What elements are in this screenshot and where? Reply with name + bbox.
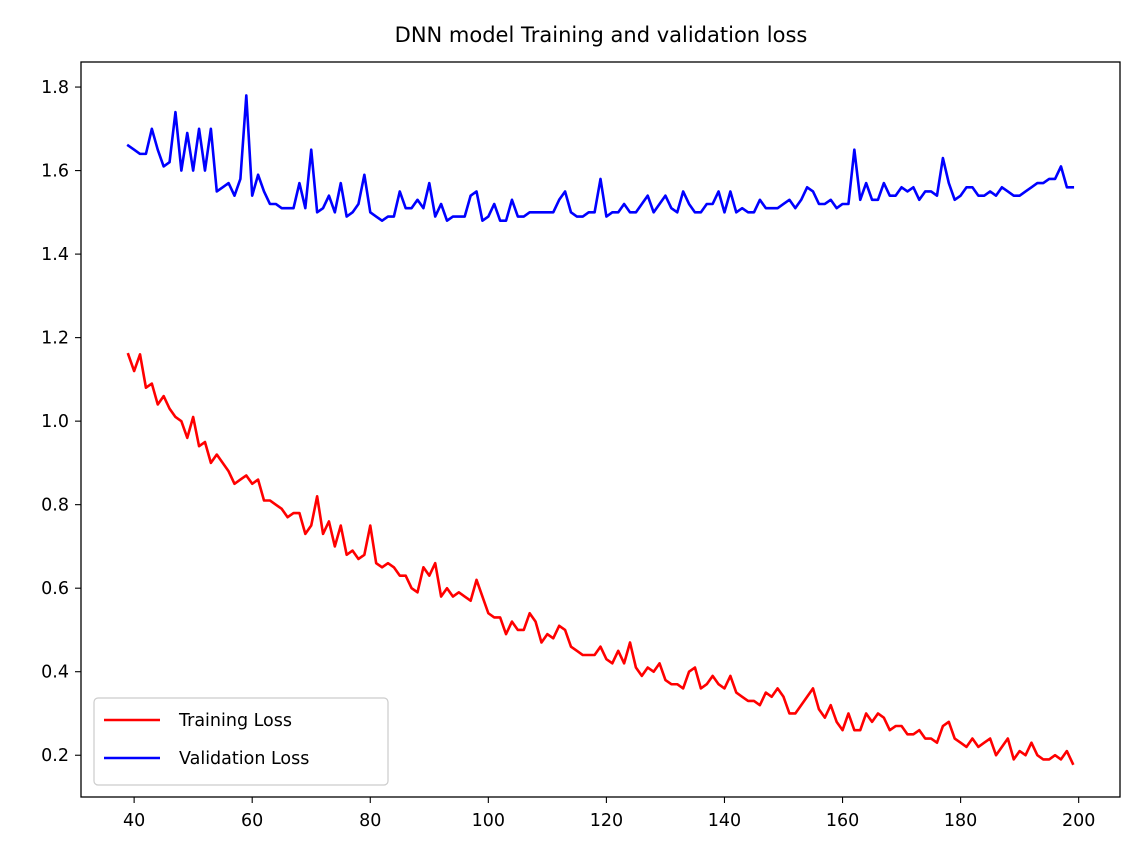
y-tick-label: 1.2 <box>41 329 69 349</box>
plot-frame <box>80 61 1121 798</box>
x-tick-label: 200 <box>1062 811 1095 831</box>
y-tick-label: 0.8 <box>41 496 69 516</box>
x-tick-label: 40 <box>123 811 145 831</box>
legend-label: Training Loss <box>178 711 292 731</box>
y-tick-label: 1.4 <box>41 245 69 265</box>
x-tick-label: 160 <box>826 811 859 831</box>
x-tick-label: 140 <box>708 811 741 831</box>
series-line-training-loss <box>126 352 1075 766</box>
x-tick-label: 100 <box>472 811 505 831</box>
x-tick-label: 180 <box>944 811 977 831</box>
y-tick-label: 0.4 <box>41 663 69 683</box>
legend-label: Validation Loss <box>179 749 309 769</box>
x-tick-label: 80 <box>359 811 381 831</box>
x-tick-label: 60 <box>241 811 263 831</box>
series-line-validation-loss <box>126 94 1075 222</box>
x-tick-label: 120 <box>590 811 623 831</box>
y-tick-label: 0.2 <box>41 746 69 766</box>
legend-box <box>93 697 389 786</box>
chart-title: DNN model Training and validation loss <box>395 23 808 47</box>
y-tick-label: 1.8 <box>41 78 69 98</box>
x-axis: 40 60 80 100 120 140 160 180 200 <box>123 797 1095 831</box>
y-tick-label: 1.6 <box>41 162 69 182</box>
y-tick-label: 1.0 <box>41 412 69 432</box>
y-tick-label: 0.6 <box>41 579 69 599</box>
plot-area <box>126 94 1075 766</box>
y-axis: 0.2 0.4 0.6 0.8 1.0 1.2 1.4 1.6 1.8 <box>41 78 81 766</box>
legend: Training Loss Validation Loss <box>93 697 389 786</box>
